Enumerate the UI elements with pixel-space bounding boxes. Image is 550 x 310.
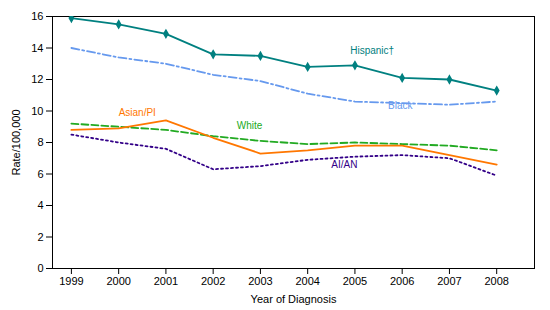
- svg-text:4: 4: [37, 199, 43, 211]
- svg-text:12: 12: [31, 73, 43, 85]
- svg-text:2003: 2003: [248, 275, 272, 287]
- svg-text:6: 6: [37, 168, 43, 180]
- svg-text:Hispanic†: Hispanic†: [350, 45, 394, 56]
- svg-text:2000: 2000: [106, 275, 130, 287]
- svg-text:10: 10: [31, 105, 43, 117]
- svg-text:14: 14: [31, 42, 43, 54]
- svg-text:2002: 2002: [201, 275, 225, 287]
- svg-text:Year of Diagnosis: Year of Diagnosis: [251, 293, 337, 305]
- svg-text:AI/AN: AI/AN: [331, 159, 357, 170]
- svg-text:2: 2: [37, 231, 43, 243]
- svg-text:2007: 2007: [437, 275, 461, 287]
- svg-text:16: 16: [31, 10, 43, 22]
- svg-text:2001: 2001: [154, 275, 178, 287]
- svg-text:1999: 1999: [59, 275, 83, 287]
- svg-text:Black: Black: [388, 100, 413, 111]
- svg-text:2004: 2004: [295, 275, 319, 287]
- svg-text:Rate/100,000: Rate/100,000: [10, 109, 22, 175]
- svg-text:2005: 2005: [343, 275, 367, 287]
- svg-text:White: White: [237, 120, 263, 131]
- svg-text:Asian/PI: Asian/PI: [119, 107, 156, 118]
- svg-text:2006: 2006: [390, 275, 414, 287]
- svg-text:8: 8: [37, 136, 43, 148]
- svg-text:0: 0: [37, 262, 43, 274]
- svg-text:2008: 2008: [484, 275, 508, 287]
